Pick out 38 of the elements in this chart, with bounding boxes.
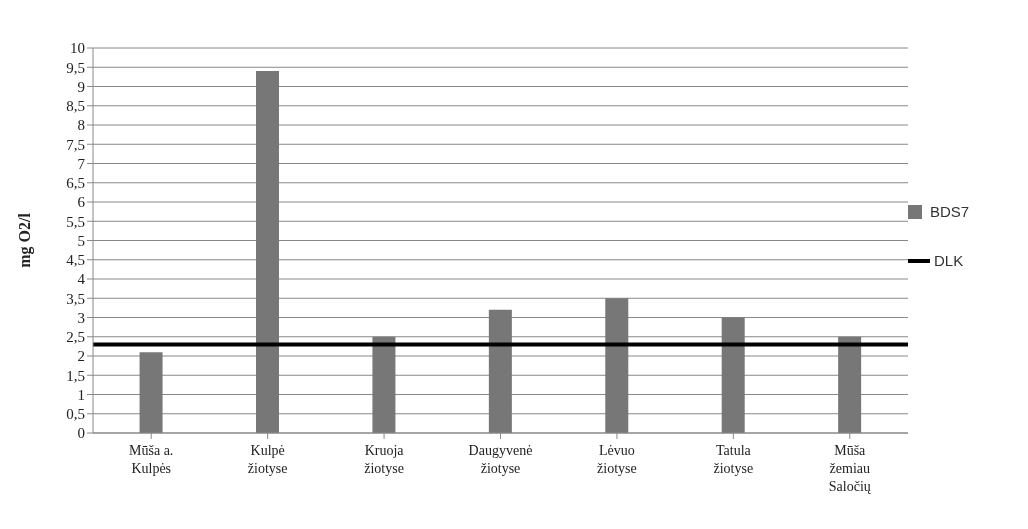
- x-tick-label: Kruoja žiotyse: [364, 443, 405, 476]
- x-tick-label: Daugyvenė žiotyse: [468, 443, 533, 476]
- bar: [838, 336, 862, 433]
- y-tick-label: 9: [77, 78, 85, 95]
- y-tick-label: 3,5: [66, 290, 85, 307]
- y-tick-label: 3: [77, 309, 85, 326]
- y-tick-label: 5,5: [66, 213, 85, 230]
- bar: [605, 298, 629, 433]
- y-axis-title: mg O2/l: [15, 212, 34, 268]
- y-tick-label: 4: [77, 271, 86, 288]
- y-tick-label: 7,5: [66, 136, 85, 153]
- x-tick-label: Kulpė žiotyse: [247, 443, 288, 476]
- x-tick-label: Mūša a. Kulpės: [129, 443, 174, 476]
- y-tick-label: 9,5: [66, 59, 85, 76]
- y-tick-label: 10: [70, 40, 85, 57]
- x-tick-label: Mūša žemiau Saločių: [828, 443, 871, 494]
- bar: [488, 309, 512, 433]
- y-tick-label: 1: [77, 386, 85, 403]
- y-tick-label: 7: [77, 155, 86, 172]
- bar: [256, 71, 279, 433]
- y-tick-label: 0,5: [66, 406, 85, 423]
- y-tick-label: 8,5: [66, 98, 85, 115]
- y-tick-label: 5: [77, 232, 85, 249]
- y-tick-label: 4,5: [66, 252, 85, 269]
- bar: [721, 317, 745, 433]
- y-tick-label: 2,5: [66, 329, 85, 346]
- x-tick-label: Lėvuo žiotyse: [597, 443, 637, 476]
- y-tick-label: 8: [77, 117, 85, 134]
- y-tick-label: 2: [77, 348, 85, 365]
- x-tick-label: Tatula žiotyse: [713, 443, 754, 476]
- bar: [139, 352, 163, 433]
- legend-label: DLK: [933, 252, 965, 269]
- y-tick-label: 1,5: [66, 367, 85, 384]
- y-tick-label: 0: [77, 425, 85, 442]
- y-tick-label: 6: [77, 194, 86, 211]
- bar: [372, 336, 396, 433]
- y-tick-label: 6,5: [66, 175, 85, 192]
- legend-label: BDS7: [929, 203, 970, 220]
